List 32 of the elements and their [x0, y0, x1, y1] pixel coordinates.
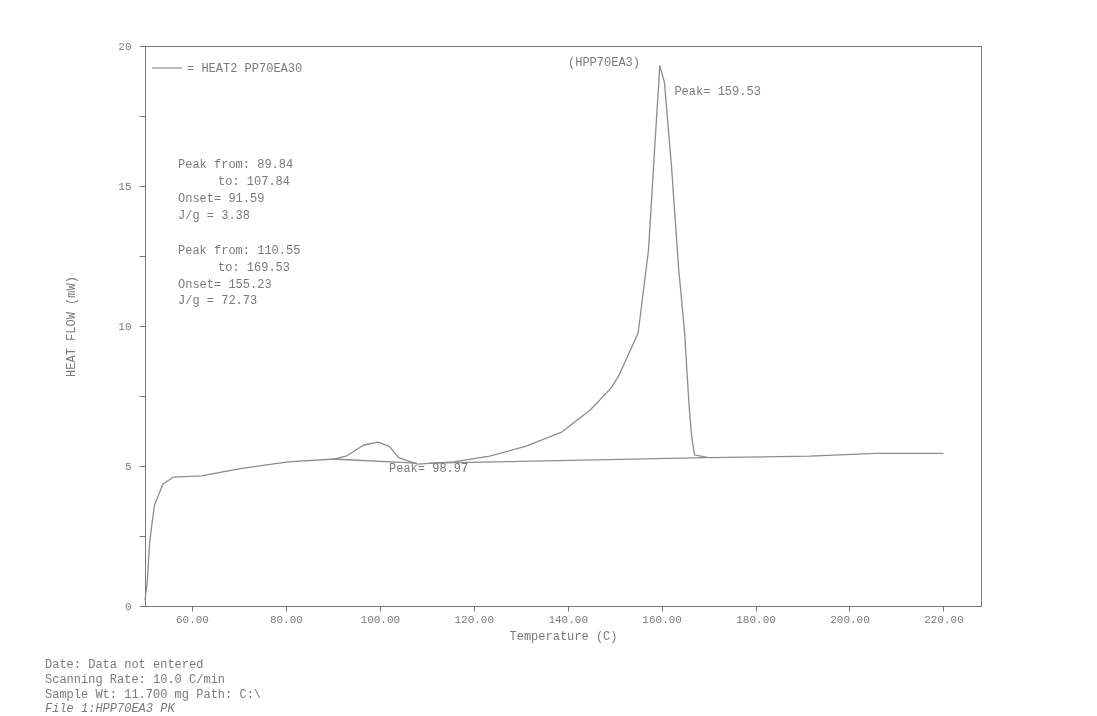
y-tick-label: 5: [124, 460, 132, 473]
x-tick-label: 120.00: [454, 613, 495, 626]
annotation: Onset= 91.59: [178, 192, 265, 206]
annotation: Peak= 159.53: [674, 84, 761, 99]
annotation: J/g = 72.73: [178, 294, 258, 308]
x-tick-label: 220.00: [924, 613, 964, 626]
y-axis-title: HEAT FLOW (mW): [65, 276, 80, 377]
x-tick-label: 200.00: [830, 613, 870, 626]
y-tick-label: 15: [118, 180, 132, 193]
text: Sample Wt: 11.700 mg Path: C:\: [45, 688, 262, 702]
y-tick-label: 0: [124, 600, 132, 613]
annotation: Onset= 155.23: [178, 278, 272, 292]
x-tick-label: 100.00: [360, 613, 401, 626]
text: Scanning Rate: 10.0 C/min: [45, 673, 226, 687]
annotation: Peak= 98.97: [388, 462, 469, 477]
text: Date: Data not entered: [45, 658, 204, 672]
text: File 1:HPP70EA3 PK: [45, 702, 176, 716]
annotation: J/g = 3.38: [178, 209, 251, 223]
x-tick-label: 140.00: [548, 613, 588, 626]
y-tick-label: 10: [118, 320, 132, 333]
x-tick-label: 60.00: [175, 613, 209, 626]
annotation: (HPP70EA3): [568, 56, 641, 70]
annotation: Peak from: 110.55: [178, 244, 301, 258]
x-tick-label: 180.00: [736, 613, 776, 626]
y-tick-label: 20: [118, 40, 132, 53]
x-axis-title: Temperature (C): [509, 629, 618, 644]
annotation: to: 107.84: [218, 175, 291, 189]
annotation: to: 169.53: [218, 261, 291, 275]
annotation: Peak from: 89.84: [178, 158, 294, 172]
x-tick-label: 80.00: [269, 613, 303, 626]
legend-label: = HEAT2 PP70EA30: [187, 62, 303, 76]
x-tick-label: 160.00: [642, 613, 682, 626]
